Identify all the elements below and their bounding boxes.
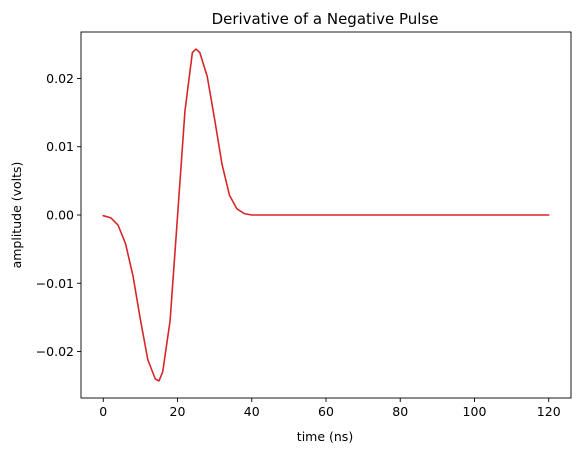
y-axis-label: amplitude (volts) [9,162,24,269]
y-tick-label: 0.00 [46,208,74,223]
x-axis-label: time (ns) [297,429,353,444]
y-tick-label: −0.02 [36,344,74,359]
chart-title: Derivative of a Negative Pulse [212,10,439,28]
x-tick-label: 80 [392,404,408,419]
series-line-0 [102,48,550,382]
x-tick-label: 20 [170,404,186,419]
x-axis-ticks: 0 20 40 60 80 100 120 [99,398,561,419]
y-tick-label: 0.02 [46,71,74,86]
x-tick-label: 60 [318,404,334,419]
x-tick-label: 0 [99,404,107,419]
y-axis-ticks: −0.02 −0.01 0.00 0.01 0.02 [36,71,81,359]
x-tick-label: 100 [463,404,487,419]
y-tick-label: 0.01 [46,139,74,154]
x-tick-label: 40 [244,404,260,419]
y-tick-label: −0.01 [36,276,74,291]
x-tick-label: 120 [537,404,561,419]
